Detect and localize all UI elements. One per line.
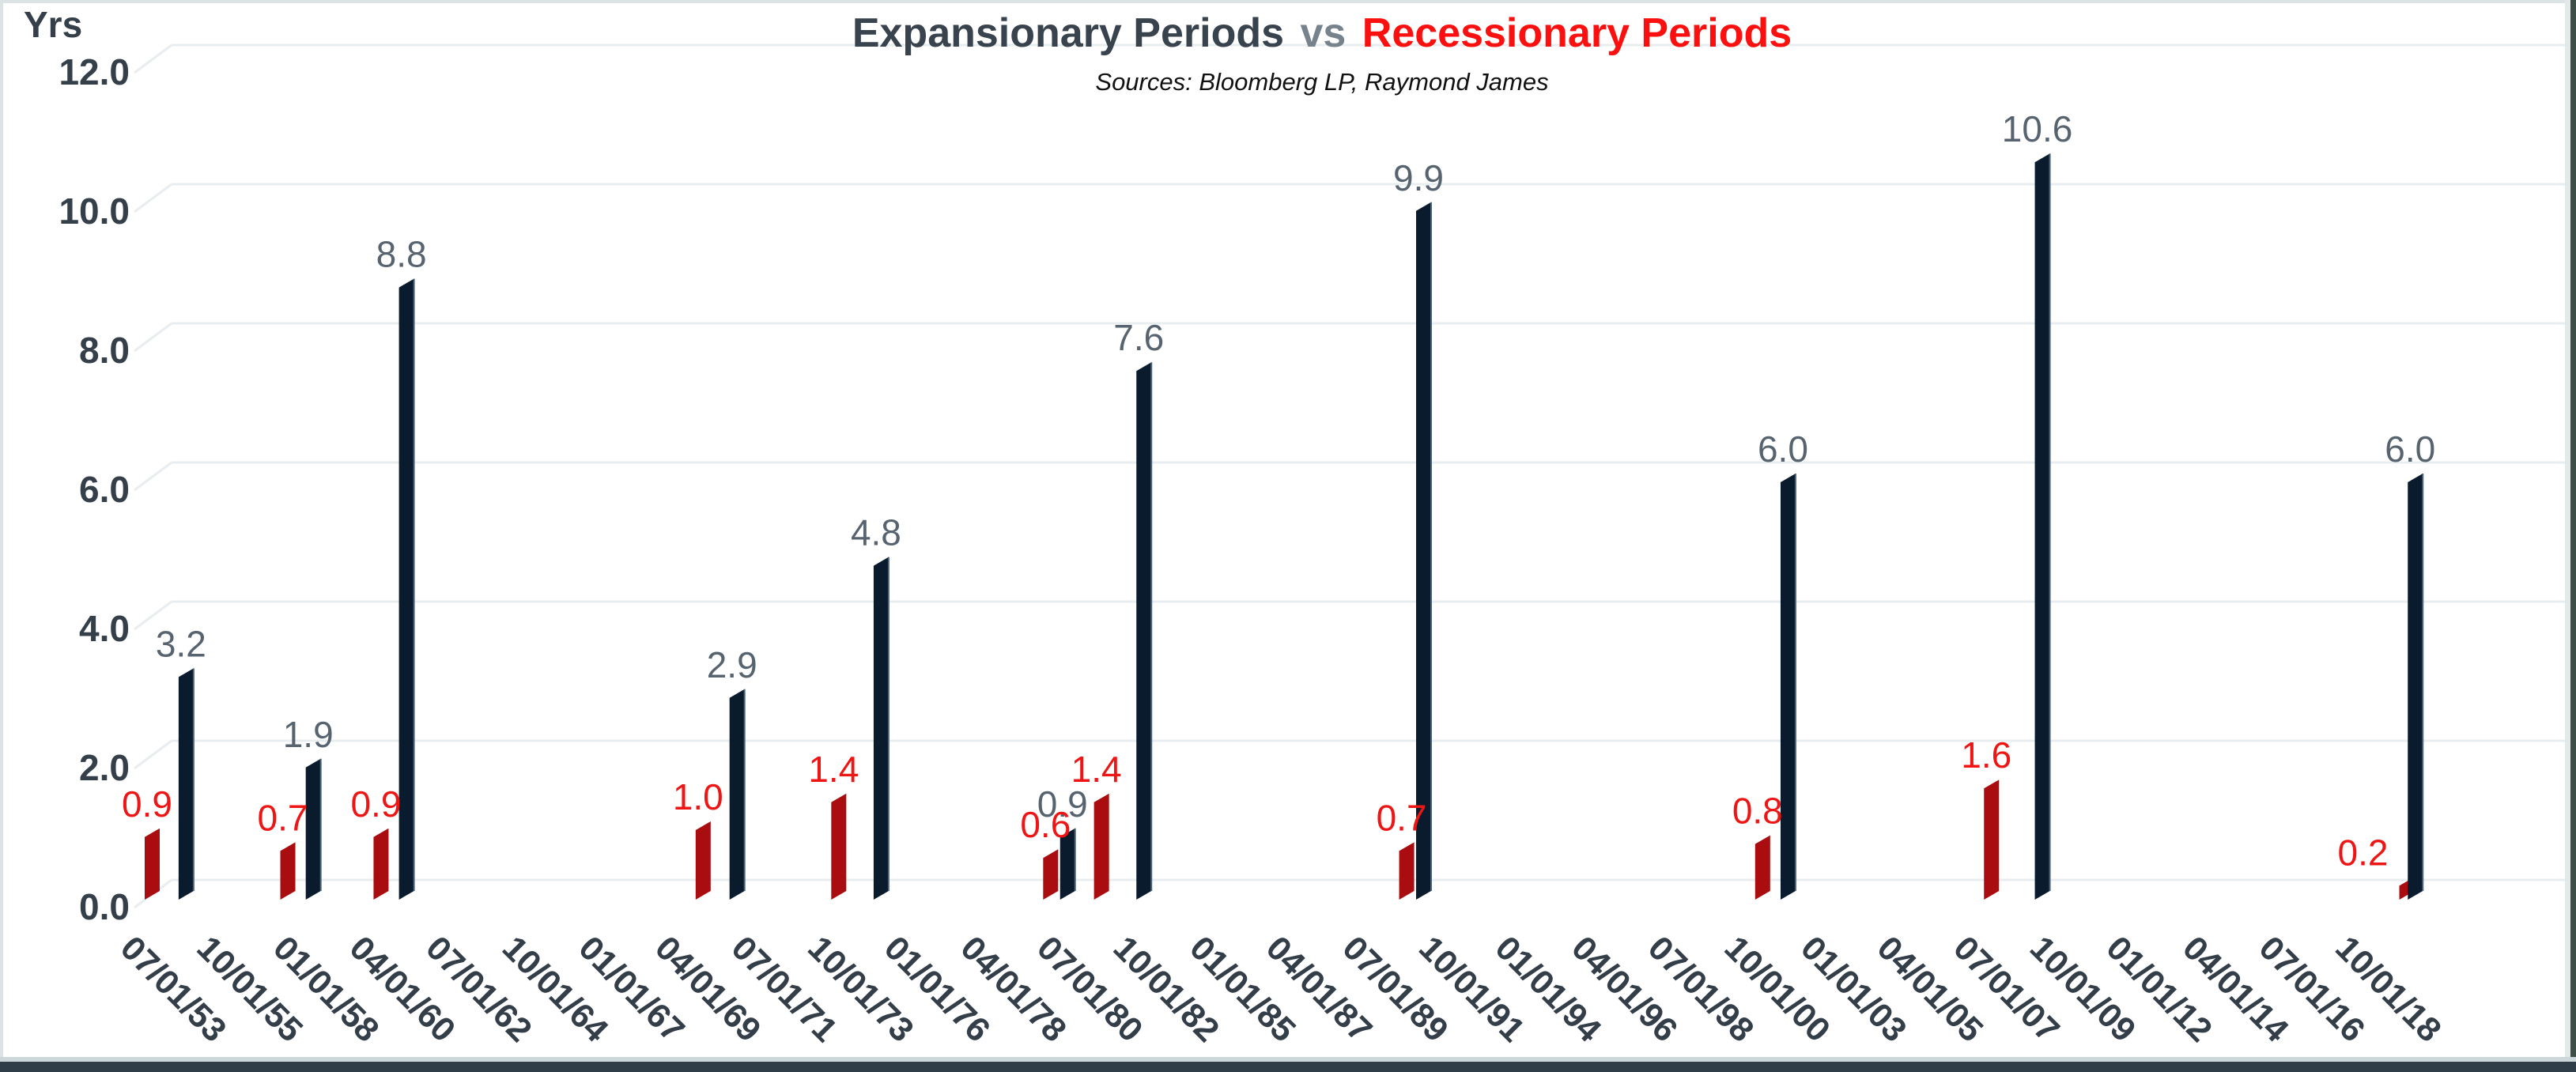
expansion-bar xyxy=(1416,202,1431,900)
expansion-bar xyxy=(2408,474,2423,900)
border-bottom-light xyxy=(0,1057,2576,1062)
y-axis-tick-label: 12.0 xyxy=(59,51,130,92)
expansion-bar xyxy=(1059,828,1075,900)
border-left xyxy=(0,0,3,1072)
recession-value-label: 0.6 xyxy=(1020,804,1071,845)
gridline-depth-connector xyxy=(134,461,172,492)
recession-value-label: 1.4 xyxy=(1071,749,1122,790)
y-axis-tick-label: 10.0 xyxy=(59,191,130,232)
recession-value-label: 0.8 xyxy=(1732,791,1783,832)
y-axis-tick-label: 8.0 xyxy=(79,330,130,371)
recession-value-label: 0.7 xyxy=(258,797,308,838)
gridline-depth-connector xyxy=(134,739,172,770)
expansion-bar xyxy=(2034,153,2050,900)
recession-value-label: 0.7 xyxy=(1377,797,1427,838)
expansion-value-label: 8.8 xyxy=(376,234,427,275)
expansion-bar xyxy=(178,668,194,900)
expansion-bar xyxy=(1780,474,1796,900)
recession-bar xyxy=(280,842,296,900)
border-top xyxy=(0,0,2576,3)
y-axis-tick-label: 6.0 xyxy=(79,469,130,510)
expansion-value-label: 6.0 xyxy=(2385,428,2435,470)
border-right xyxy=(2570,0,2576,1072)
recession-bar xyxy=(1984,779,2000,900)
recession-value-label: 1.0 xyxy=(673,776,723,817)
recession-bar xyxy=(1043,849,1059,900)
expansion-value-label: 3.2 xyxy=(156,623,206,664)
y-axis-title: Yrs xyxy=(24,4,82,45)
recession-bar xyxy=(1399,842,1415,900)
expansion-bar xyxy=(305,758,321,900)
recession-bar xyxy=(1093,793,1109,900)
border-bottom xyxy=(0,1062,2576,1072)
gridline-depth-connector xyxy=(134,322,172,353)
expansion-value-label: 1.9 xyxy=(283,714,334,755)
gridline-depth-connector xyxy=(134,183,172,213)
expansion-bar xyxy=(1136,362,1152,900)
expansion-bar xyxy=(729,689,745,900)
recession-bar xyxy=(373,828,389,900)
expansion-value-label: 2.9 xyxy=(707,644,757,685)
expansion-value-label: 9.9 xyxy=(1393,157,1444,198)
gridline-depth-connector xyxy=(134,43,172,74)
expansion-value-label: 10.6 xyxy=(2002,108,2073,149)
recession-value-label: 0.9 xyxy=(350,783,401,825)
recession-bar xyxy=(695,821,711,900)
recession-bar xyxy=(145,828,160,900)
y-axis-tick-label: 2.0 xyxy=(79,747,130,788)
recession-value-label: 0.9 xyxy=(122,783,172,825)
recession-value-label: 0.2 xyxy=(2338,832,2389,873)
recession-value-label: 1.4 xyxy=(808,749,859,790)
recession-bar xyxy=(831,793,847,900)
expansion-bar xyxy=(398,278,414,900)
expansion-bar xyxy=(873,557,889,900)
recession-value-label: 1.6 xyxy=(1961,734,2011,776)
expansion-value-label: 4.8 xyxy=(851,512,901,553)
recession-bar xyxy=(1754,835,1770,900)
border-right-inner xyxy=(2565,0,2570,1072)
expansion-value-label: 7.6 xyxy=(1113,317,1164,358)
gridline-depth-connector xyxy=(134,600,172,631)
expansion-value-label: 6.0 xyxy=(1758,428,1808,470)
expansion-value-label: 0.9 xyxy=(1037,783,1088,825)
y-axis-tick-label: 0.0 xyxy=(79,886,130,927)
y-axis-tick-label: 4.0 xyxy=(79,608,130,649)
